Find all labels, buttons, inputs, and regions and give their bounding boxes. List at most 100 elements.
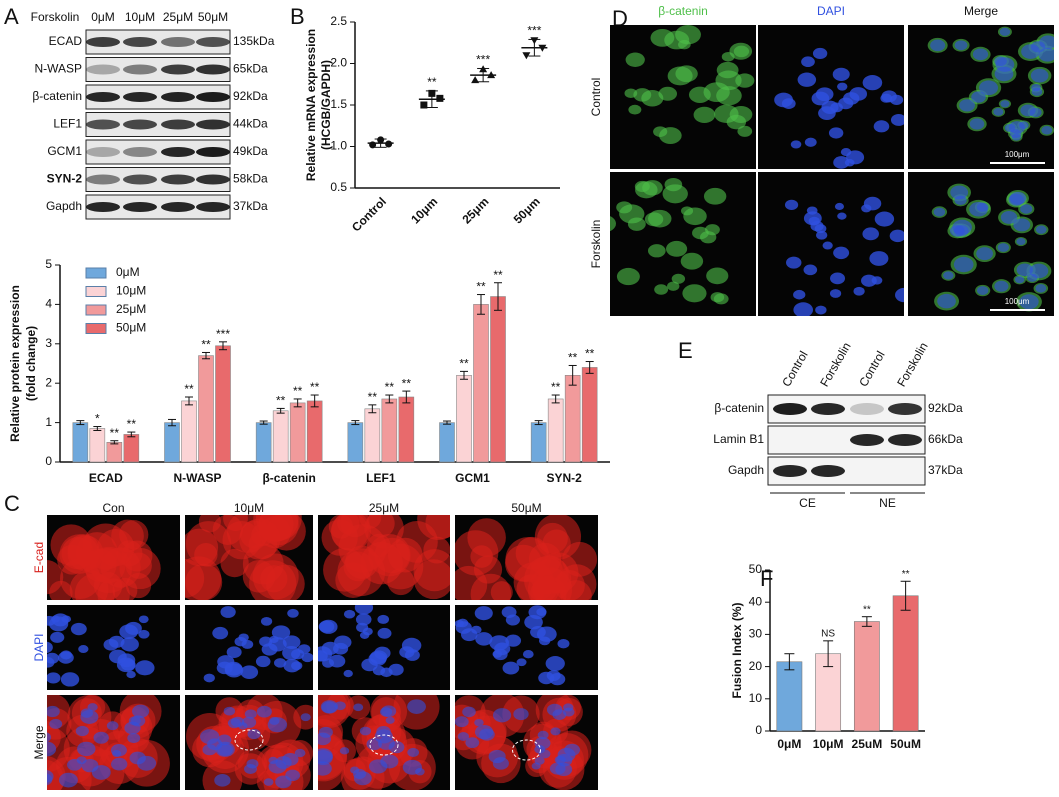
micrograph <box>455 605 598 690</box>
row-label: DAPI <box>32 633 46 661</box>
nucleus <box>212 626 229 640</box>
nucleus <box>244 709 257 719</box>
x-tick-label: 10μM <box>813 737 844 751</box>
bar <box>255 422 272 463</box>
nucleus <box>873 120 890 133</box>
legend-swatch <box>85 286 107 297</box>
blot-band <box>86 92 120 102</box>
legend-label: 10μM <box>116 284 146 298</box>
nucleus <box>1035 225 1047 234</box>
bar <box>776 661 803 732</box>
nucleus <box>784 199 799 211</box>
protein-label: LEF1 <box>53 117 82 131</box>
blot-band <box>888 434 922 446</box>
nucleus <box>241 716 257 728</box>
cytoplasm <box>714 104 739 124</box>
cytoplasm <box>729 42 753 60</box>
cytoplasm <box>455 565 488 600</box>
bar <box>215 345 231 463</box>
nucleus <box>261 643 278 656</box>
nucleus <box>238 633 249 642</box>
nucleus <box>849 87 868 101</box>
bar <box>853 621 880 732</box>
nucleus <box>1020 204 1033 214</box>
point <box>420 101 428 109</box>
nucleus <box>524 614 543 630</box>
bar <box>547 398 564 463</box>
nucleus <box>263 778 274 786</box>
nucleus <box>1009 191 1027 205</box>
nucleus <box>103 638 119 651</box>
nucleus <box>50 615 61 623</box>
blot-band <box>196 202 230 212</box>
nucleus <box>256 705 272 718</box>
legend-label: 0μM <box>116 265 140 279</box>
y-tick-label: 50 <box>749 562 763 576</box>
nucleus <box>793 302 814 316</box>
nucleus <box>91 765 111 780</box>
column-label: β-catenin <box>658 4 708 18</box>
nucleus <box>494 642 511 656</box>
significance: ** <box>293 384 303 398</box>
nucleus <box>832 67 850 81</box>
nucleus <box>1000 100 1010 108</box>
blot-band <box>196 64 230 75</box>
nucleus <box>880 93 893 103</box>
y-tick-label: 0 <box>45 454 52 468</box>
point <box>369 141 377 149</box>
size-label: 37kDa <box>928 463 963 477</box>
cytoplasm <box>335 562 371 598</box>
nucleus <box>376 726 391 738</box>
cytoplasm <box>710 292 725 303</box>
protein-label: Lamin B1 <box>713 432 764 446</box>
bar <box>473 304 489 463</box>
nucleus <box>952 219 972 235</box>
nucleus <box>125 621 142 635</box>
nucleus <box>1041 125 1053 135</box>
nucleus <box>1011 133 1021 141</box>
protein-label: β-catenin <box>714 401 764 415</box>
nucleus <box>536 607 547 616</box>
cytoplasm <box>387 537 423 573</box>
bar <box>106 441 123 463</box>
nucleus <box>368 651 387 667</box>
nucleus <box>112 750 122 758</box>
y-tick-label: 2.0 <box>330 56 347 70</box>
nucleus <box>241 639 254 649</box>
blot-band <box>161 119 195 130</box>
cytoplasm <box>467 518 506 557</box>
nucleus <box>460 628 478 642</box>
blot-band <box>773 465 807 477</box>
y-tick-label: 4 <box>45 297 52 311</box>
y-tick-label: 30 <box>749 627 763 641</box>
nucleus <box>47 732 52 743</box>
nucleus <box>811 91 830 106</box>
micrograph <box>318 695 450 790</box>
nucleus <box>58 772 78 788</box>
significance: *** <box>527 24 541 38</box>
lane-label: 25μM <box>163 10 193 24</box>
nucleus <box>203 673 215 683</box>
cytoplasm <box>647 244 666 258</box>
micrograph <box>455 695 598 790</box>
micrograph <box>47 605 180 690</box>
cytoplasm <box>627 217 646 231</box>
blot-strip <box>767 425 926 455</box>
nucleus <box>294 748 306 758</box>
cytoplasm <box>425 515 450 539</box>
x-tick-label: 25μm <box>459 194 491 226</box>
y-axis-label: Relative protein expression <box>8 285 22 442</box>
point <box>538 44 547 52</box>
cytoplasm <box>185 563 223 600</box>
point <box>530 37 539 45</box>
significance: *** <box>476 53 490 67</box>
nucleus <box>230 716 245 728</box>
nucleus <box>950 185 969 200</box>
nucleus <box>301 652 313 663</box>
nucleus <box>874 211 895 227</box>
nucleus <box>786 256 802 269</box>
lane-label: Forskolin <box>817 340 853 389</box>
micrograph <box>318 605 450 690</box>
nucleus <box>407 699 426 714</box>
